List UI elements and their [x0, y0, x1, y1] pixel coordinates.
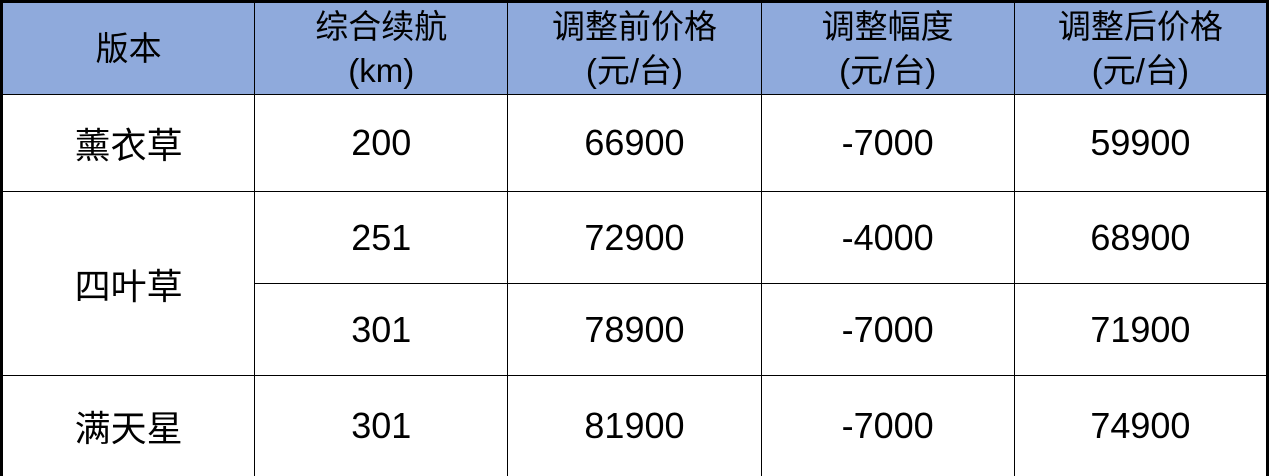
header-price-after-unit: (元/台) — [1091, 51, 1189, 89]
header-version: 版本 — [0, 1, 256, 95]
table-row: 满天星 301 81900 -7000 74900 — [0, 375, 1269, 476]
cell-range: 200 — [254, 94, 509, 192]
cell-price-after: 74900 — [1013, 375, 1269, 476]
cell-price-before: 66900 — [507, 94, 762, 192]
cell-adjustment: -7000 — [760, 94, 1015, 192]
cell-adjustment: -7000 — [760, 283, 1015, 376]
cell-range: 251 — [254, 191, 509, 284]
header-version-label: 版本 — [95, 29, 162, 67]
table-row: 301 78900 -7000 71900 — [2, 283, 1269, 376]
table-row: 薰衣草 200 66900 -7000 59900 — [0, 94, 1269, 192]
cell-price-after: 59900 — [1013, 94, 1269, 192]
header-row: 版本 综合续航 (km) 调整前价格 (元/台) 调整幅度 (元/台) 调整后价… — [0, 1, 1269, 95]
header-adjustment: 调整幅度 (元/台) — [760, 1, 1015, 95]
header-adjustment-label: 调整幅度 — [821, 7, 954, 45]
header-range-unit: (km) — [348, 51, 415, 89]
cell-price-before: 78900 — [507, 283, 762, 376]
header-price-before: 调整前价格 (元/台) — [507, 1, 762, 95]
header-range-label: 综合续航 — [315, 7, 448, 45]
cell-price-before: 81900 — [507, 375, 762, 476]
header-price-before-label: 调整前价格 — [551, 7, 717, 45]
header-range: 综合续航 (km) — [254, 1, 509, 95]
header-price-after: 调整后价格 (元/台) — [1013, 1, 1269, 95]
cell-version: 满天星 — [0, 375, 256, 476]
header-adjustment-unit: (元/台) — [839, 51, 937, 89]
cell-version: 薰衣草 — [0, 94, 256, 192]
cell-version-merged: 四叶草 — [0, 191, 256, 376]
cell-adjustment: -7000 — [760, 375, 1015, 476]
cell-price-before: 72900 — [507, 191, 762, 284]
table-row: 四叶草 251 72900 -4000 68900 — [0, 191, 1269, 376]
header-price-before-unit: (元/台) — [585, 51, 684, 89]
cell-range: 301 — [254, 283, 509, 376]
header-price-after-label: 调整后价格 — [1057, 7, 1223, 45]
cell-range: 301 — [254, 375, 509, 476]
cell-adjustment: -4000 — [760, 191, 1015, 284]
cell-price-after: 68900 — [1013, 191, 1269, 284]
cell-price-after: 71900 — [1013, 283, 1269, 376]
